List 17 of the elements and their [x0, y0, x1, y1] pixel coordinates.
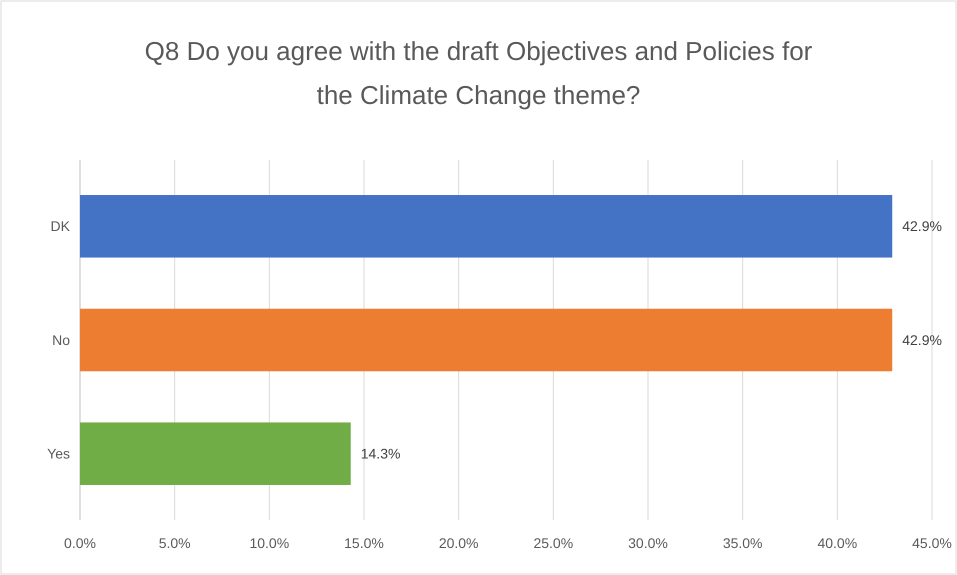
x-tick-label: 15.0%	[344, 535, 384, 551]
x-tick-label: 30.0%	[628, 535, 668, 551]
x-tick-label: 5.0%	[158, 535, 191, 551]
x-tick-label: 10.0%	[249, 535, 290, 551]
x-tick-label: 40.0%	[817, 535, 858, 551]
x-tick-label: 25.0%	[533, 535, 574, 551]
x-tick-label: 20.0%	[438, 535, 479, 551]
x-tick-label: 45.0%	[912, 535, 952, 551]
x-tick-label: 35.0%	[722, 535, 763, 551]
y-tick-label: No	[52, 332, 70, 348]
y-tick-label: DK	[50, 218, 71, 234]
data-label: 42.9%	[902, 332, 942, 348]
chart-title: Q8 Do you agree with the draft Objectives and Policies for the Climate Change theme?	[144, 36, 813, 110]
data-label: 42.9%	[902, 218, 942, 234]
data-label: 14.3%	[360, 446, 400, 462]
y-tick-label: Yes	[47, 446, 70, 462]
x-tick-label: 0.0%	[64, 535, 96, 551]
